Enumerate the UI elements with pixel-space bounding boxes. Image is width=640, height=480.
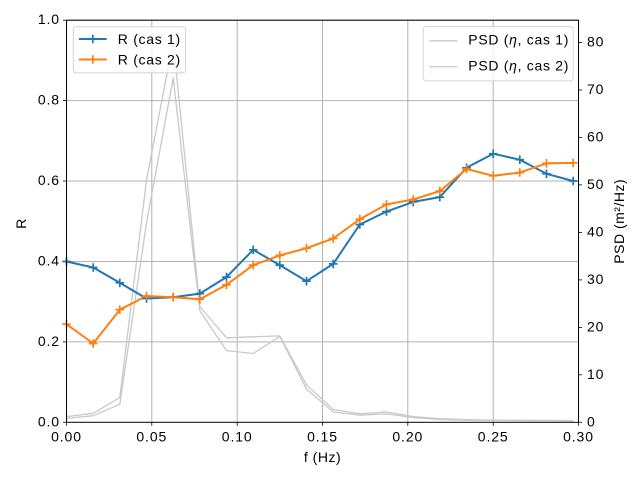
svg-text:0: 0 xyxy=(587,413,596,429)
svg-text:0.4: 0.4 xyxy=(38,253,60,269)
svg-text:R: R xyxy=(13,218,29,229)
svg-text:10: 10 xyxy=(587,366,604,382)
svg-text:0.05: 0.05 xyxy=(136,429,167,445)
svg-text:PSD (m²/Hz): PSD (m²/Hz) xyxy=(611,179,627,264)
svg-text:PSD (η, cas 2): PSD (η, cas 2) xyxy=(468,57,569,73)
svg-text:40: 40 xyxy=(587,223,604,239)
svg-text:80: 80 xyxy=(587,34,604,50)
svg-text:0.30: 0.30 xyxy=(563,429,594,445)
svg-text:PSD (η, cas 1): PSD (η, cas 1) xyxy=(468,32,569,48)
svg-text:1.0: 1.0 xyxy=(38,11,60,27)
svg-text:0.25: 0.25 xyxy=(478,429,509,445)
svg-text:R (cas 2): R (cas 2) xyxy=(118,52,181,68)
svg-text:0.8: 0.8 xyxy=(38,92,60,108)
svg-text:0.6: 0.6 xyxy=(38,172,60,188)
svg-text:R (cas 1): R (cas 1) xyxy=(118,31,181,47)
svg-text:0.2: 0.2 xyxy=(38,333,60,349)
svg-text:0.0: 0.0 xyxy=(38,413,60,429)
svg-text:0.15: 0.15 xyxy=(307,429,338,445)
svg-text:50: 50 xyxy=(587,176,604,192)
svg-text:30: 30 xyxy=(587,271,604,287)
svg-text:0.20: 0.20 xyxy=(392,429,423,445)
svg-text:60: 60 xyxy=(587,129,604,145)
svg-text:20: 20 xyxy=(587,318,604,334)
svg-text:f (Hz): f (Hz) xyxy=(304,449,341,465)
svg-text:70: 70 xyxy=(587,81,604,97)
svg-text:0.10: 0.10 xyxy=(222,429,253,445)
svg-text:0.00: 0.00 xyxy=(51,429,82,445)
